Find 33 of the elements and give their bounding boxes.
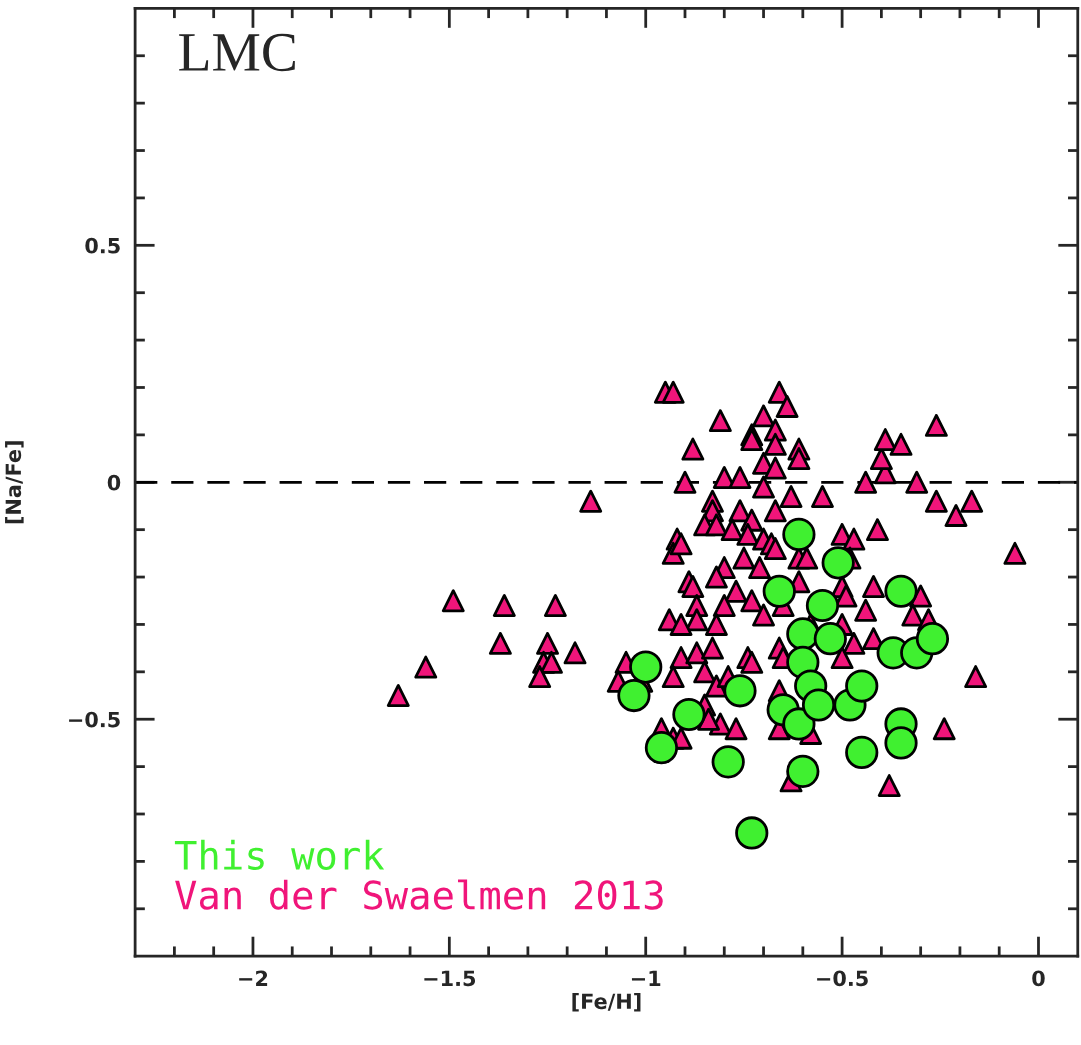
point bbox=[735, 816, 769, 850]
point bbox=[915, 622, 950, 656]
point bbox=[884, 574, 918, 608]
point bbox=[805, 588, 840, 623]
point bbox=[723, 674, 757, 708]
point bbox=[782, 517, 816, 551]
x-tick-label: −0.5 bbox=[817, 970, 868, 987]
point bbox=[821, 546, 855, 580]
point bbox=[884, 726, 918, 760]
point bbox=[644, 731, 679, 765]
point bbox=[782, 707, 816, 741]
chart-title: LMC bbox=[179, 33, 295, 72]
text: This work bbox=[174, 839, 385, 870]
point bbox=[845, 735, 879, 769]
point bbox=[786, 754, 820, 788]
text: Van der Swaelmen 2013 bbox=[175, 879, 663, 910]
x-tick-label: 0 bbox=[1032, 970, 1045, 987]
point bbox=[617, 678, 651, 713]
y-tick-label: 0 bbox=[107, 474, 121, 491]
y-tick-label: 0.5 bbox=[85, 237, 120, 254]
point bbox=[672, 697, 706, 732]
point bbox=[845, 669, 879, 703]
x-axis-title: [Fe/H] bbox=[572, 993, 641, 1012]
y-axis-title: [Na/Fe] bbox=[5, 441, 24, 524]
point bbox=[801, 688, 836, 722]
point bbox=[813, 622, 847, 656]
y-tick-label: −0.5 bbox=[69, 711, 120, 728]
point bbox=[629, 650, 663, 684]
x-tick-label: −2 bbox=[239, 970, 268, 986]
point bbox=[711, 745, 745, 779]
x-tick-label: −1 bbox=[631, 970, 661, 986]
x-tick-label: −1.5 bbox=[424, 970, 476, 987]
point bbox=[762, 574, 796, 608]
